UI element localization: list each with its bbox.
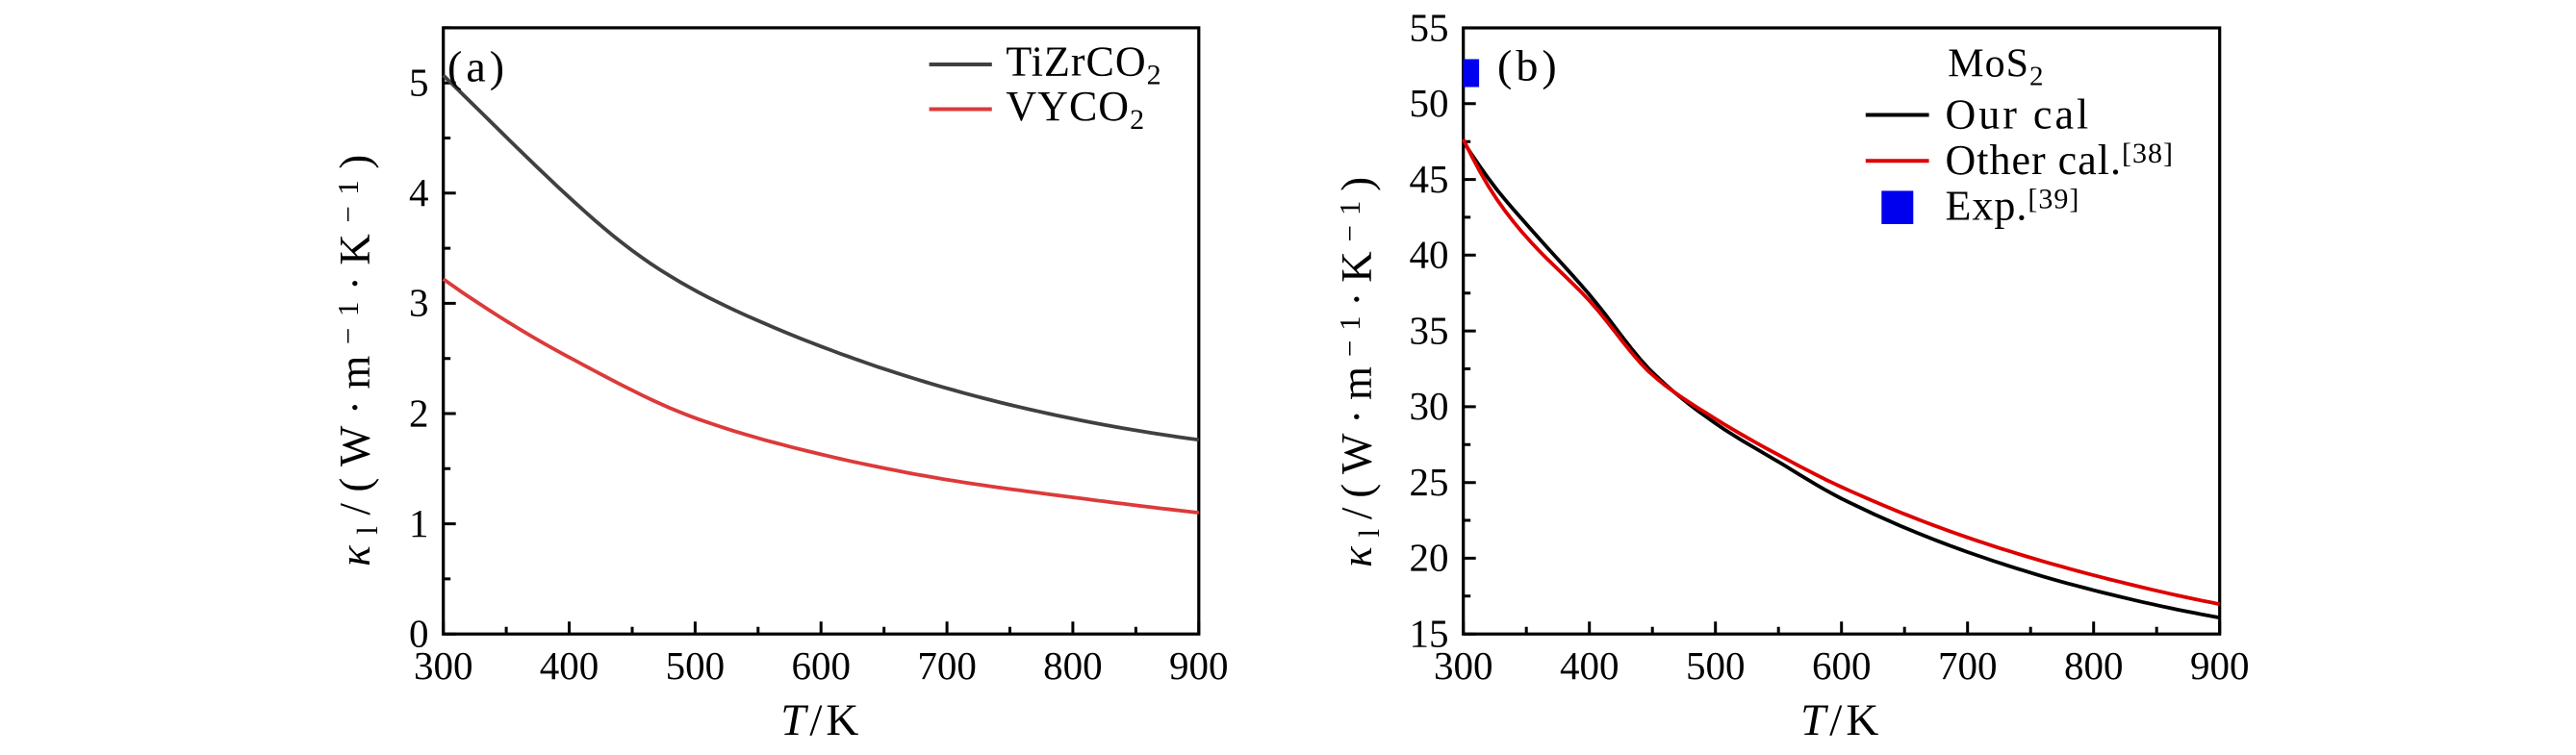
svg-text:25: 25 (1410, 460, 1449, 504)
svg-text:4: 4 (409, 170, 429, 214)
svg-text:κl/(W·m−1·K−1): κl/(W·m−1·K−1) (331, 143, 384, 566)
svg-text:800: 800 (2064, 643, 2124, 688)
svg-text:0: 0 (409, 612, 429, 656)
svg-text:35: 35 (1410, 308, 1449, 352)
svg-text:5: 5 (409, 61, 429, 105)
svg-text:300: 300 (1434, 643, 1493, 688)
svg-text:600: 600 (791, 643, 851, 688)
svg-text:400: 400 (540, 643, 599, 688)
svg-text:(a): (a) (447, 42, 508, 91)
svg-text:55: 55 (1410, 5, 1449, 49)
svg-text:600: 600 (1812, 643, 1872, 688)
svg-text:κl/(W·m−1·K−1): κl/(W·m−1·K−1) (1333, 167, 1386, 567)
svg-text:700: 700 (1938, 643, 1998, 688)
svg-text:700: 700 (917, 643, 977, 688)
svg-text:40: 40 (1410, 233, 1449, 277)
svg-text:1: 1 (409, 501, 429, 545)
svg-text:15: 15 (1410, 612, 1449, 656)
svg-text:400: 400 (1560, 643, 1620, 688)
svg-text:45: 45 (1410, 157, 1449, 201)
svg-text:MoS2: MoS2 (1948, 41, 2044, 91)
svg-text:500: 500 (666, 643, 726, 688)
svg-text:800: 800 (1043, 643, 1103, 688)
svg-text:500: 500 (1686, 643, 1746, 688)
svg-text:50: 50 (1410, 81, 1449, 125)
svg-text:VYCO2: VYCO2 (1006, 83, 1145, 136)
svg-text:(b): (b) (1497, 41, 1561, 90)
svg-text:2: 2 (409, 390, 429, 435)
svg-text:3: 3 (409, 281, 429, 325)
svg-text:300: 300 (414, 643, 473, 688)
svg-text:30: 30 (1410, 384, 1449, 428)
svg-text:900: 900 (1169, 643, 1229, 688)
svg-text:T/K: T/K (1800, 695, 1882, 745)
svg-text:Our cal: Our cal (1946, 90, 2092, 138)
svg-text:T/K: T/K (780, 695, 862, 745)
svg-text:900: 900 (2190, 643, 2250, 688)
svg-text:TiZrCO2: TiZrCO2 (1006, 38, 1161, 91)
svg-text:20: 20 (1410, 536, 1449, 580)
